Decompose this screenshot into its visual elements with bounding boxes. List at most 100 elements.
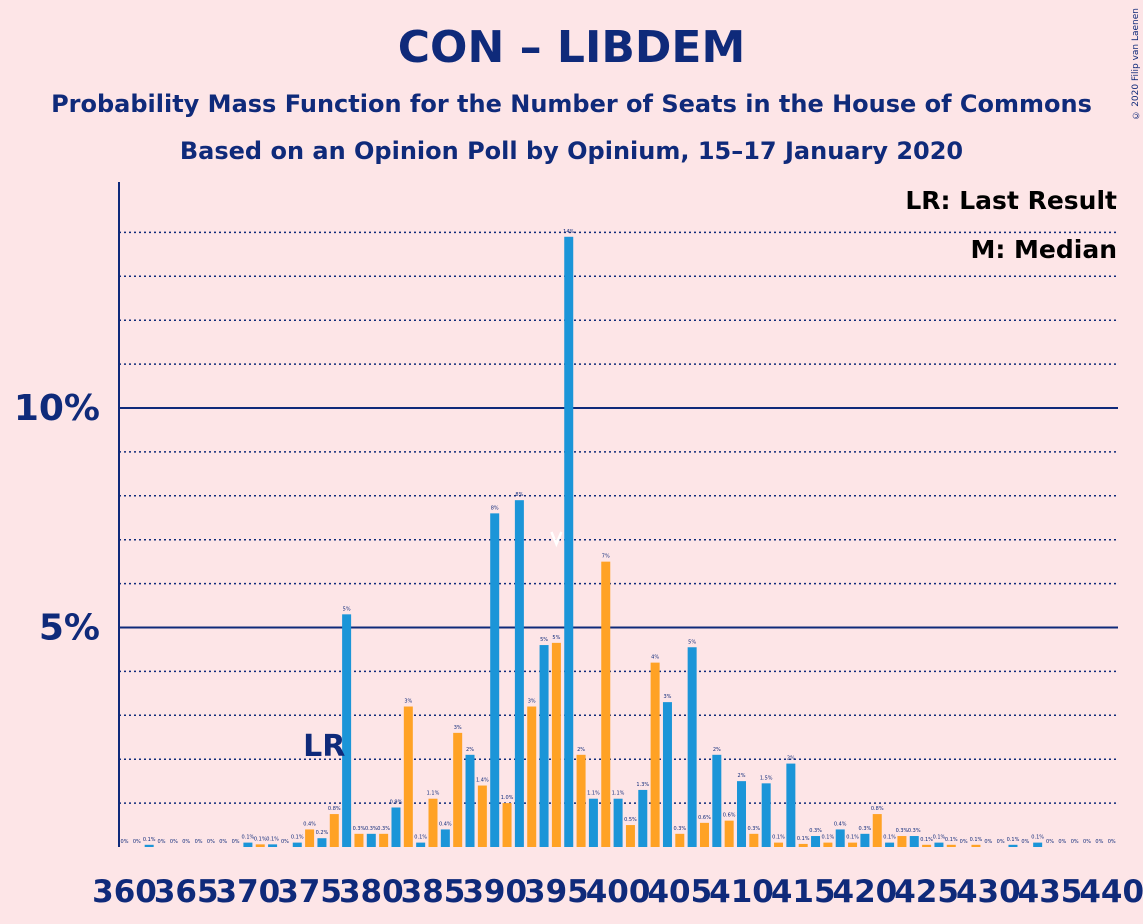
bar-seat-399: [601, 561, 611, 847]
bar-seat-377: [329, 814, 339, 847]
bar-seat-422: [885, 842, 895, 847]
bar-label-seat-395: 5%: [552, 635, 560, 641]
bar-label-seat-364: 0%: [170, 839, 178, 845]
bar-label-seat-391: 1.0%: [501, 795, 514, 801]
bar-label-seat-361: 0%: [133, 839, 141, 845]
bar-label-seat-411: 0.3%: [747, 826, 760, 832]
bar-seat-374: [292, 842, 302, 847]
bar-seat-414: [786, 763, 796, 847]
bar-seat-416: [811, 836, 821, 847]
bar-seat-404: [662, 702, 672, 847]
bar-label-seat-408: 2%: [713, 747, 721, 753]
bar-label-seat-410: 2%: [738, 773, 746, 779]
legend-median: M: Median: [970, 235, 1117, 264]
x-tick-label-420: 420: [833, 874, 898, 910]
bar-seat-378: [342, 614, 352, 847]
bar-label-seat-385: 1.1%: [427, 791, 440, 797]
bar-label-seat-432: 0.1%: [1007, 837, 1020, 843]
bar-seat-383: [403, 706, 413, 847]
bar-label-seat-375: 0.4%: [303, 821, 316, 827]
bar-seat-418: [835, 829, 845, 847]
bar-label-seat-365: 0%: [182, 839, 190, 845]
bar-label-seat-398: 1.1%: [587, 791, 600, 797]
bar-seat-375: [305, 829, 315, 847]
last-result-marker: LR: [303, 729, 345, 764]
bar-seat-417: [823, 842, 833, 847]
x-tick-label-385: 385: [401, 874, 466, 910]
x-tick-label-410: 410: [709, 874, 774, 910]
bar-label-seat-420: 0.3%: [859, 826, 872, 832]
bar-label-seat-412: 1.5%: [760, 775, 773, 781]
bar-label-seat-406: 5%: [688, 639, 696, 645]
bar-seat-398: [588, 798, 598, 847]
bar-label-seat-382: 0.9%: [390, 799, 403, 805]
markers: LR: [303, 531, 563, 764]
bar-label-seat-383: 3%: [404, 699, 412, 705]
bar-label-seat-377: 0.8%: [328, 806, 341, 812]
bar-seat-394: [539, 645, 549, 847]
y-tick-label-5: 5%: [39, 608, 100, 649]
median-marker: [550, 531, 563, 548]
bar-label-seat-390: 8%: [491, 505, 499, 511]
chart-title: CON – LIBDEM: [397, 22, 746, 73]
x-tick-label-365: 365: [154, 874, 219, 910]
bar-label-seat-367: 0%: [207, 839, 215, 845]
bar-seat-409: [724, 820, 734, 847]
bar-seat-411: [749, 833, 759, 847]
bar-label-seat-415: 0.1%: [797, 836, 810, 842]
bar-label-seat-421: 0.8%: [871, 806, 884, 812]
bar-label-seat-431: 0%: [997, 839, 1005, 845]
bar-label-seat-394: 5%: [540, 637, 548, 643]
bar-seat-391: [502, 803, 512, 847]
bar-label-seat-360: 0%: [121, 839, 129, 845]
bar-seat-406: [687, 647, 697, 847]
bar-label-seat-379: 0.3%: [353, 826, 366, 832]
bar-seat-426: [934, 842, 944, 847]
bar-seat-403: [650, 662, 660, 847]
bar-label-seat-413: 0.1%: [772, 835, 785, 841]
bar-label-seat-402: 1.3%: [636, 782, 649, 788]
bar-label-seat-418: 0.4%: [834, 821, 847, 827]
bar-label-seat-384: 0.1%: [414, 835, 427, 841]
bar-seat-370: [243, 842, 253, 847]
bar-seat-392: [514, 500, 524, 847]
bar-label-seat-424: 0.3%: [908, 828, 921, 834]
bar-label-seat-440: 0%: [1108, 839, 1116, 845]
bar-seat-389: [477, 785, 487, 847]
bar-label-seat-425: 0.1%: [920, 837, 933, 843]
bar-label-seat-366: 0%: [195, 839, 203, 845]
bar-seat-405: [675, 833, 685, 847]
bar-label-seat-428: 0%: [960, 839, 968, 845]
bar-seat-424: [909, 836, 919, 847]
bar-seat-425: [922, 844, 932, 847]
bar-seat-388: [465, 754, 475, 847]
bar-label-seat-407: 0.6%: [698, 815, 711, 821]
bar-label-seat-389: 1.4%: [476, 778, 489, 784]
bar-label-seat-429: 0.1%: [970, 837, 983, 843]
bar-label-seat-438: 0%: [1083, 839, 1091, 845]
bar-seat-387: [453, 732, 463, 847]
x-tick-label-380: 380: [339, 874, 404, 910]
bar-series: [144, 236, 1043, 848]
bar-seat-371: [255, 844, 265, 847]
bar-label-seat-417: 0.1%: [822, 835, 835, 841]
x-tick-label-395: 395: [524, 874, 589, 910]
bar-seat-407: [699, 822, 709, 847]
bar-seat-396: [564, 236, 574, 848]
bar-label-seat-397: 2%: [577, 747, 585, 753]
bar-label-seat-399: 7%: [602, 554, 610, 560]
bar-label-seat-396: 14%: [563, 229, 574, 235]
x-tick-label-425: 425: [894, 874, 959, 910]
bar-label-seat-380: 0.3%: [365, 826, 378, 832]
bar-seat-372: [268, 844, 278, 847]
bar-label-seat-368: 0%: [219, 839, 227, 845]
bar-seat-434: [1033, 842, 1043, 847]
bar-seat-385: [428, 798, 438, 847]
bar-label-seat-372: 0.1%: [266, 836, 279, 842]
bar-seat-376: [317, 838, 327, 847]
bar-label-seat-401: 0.5%: [624, 817, 637, 823]
x-tick-label-415: 415: [771, 874, 836, 910]
bar-label-seat-373: 0%: [281, 839, 289, 845]
x-tick-label-430: 430: [956, 874, 1021, 910]
